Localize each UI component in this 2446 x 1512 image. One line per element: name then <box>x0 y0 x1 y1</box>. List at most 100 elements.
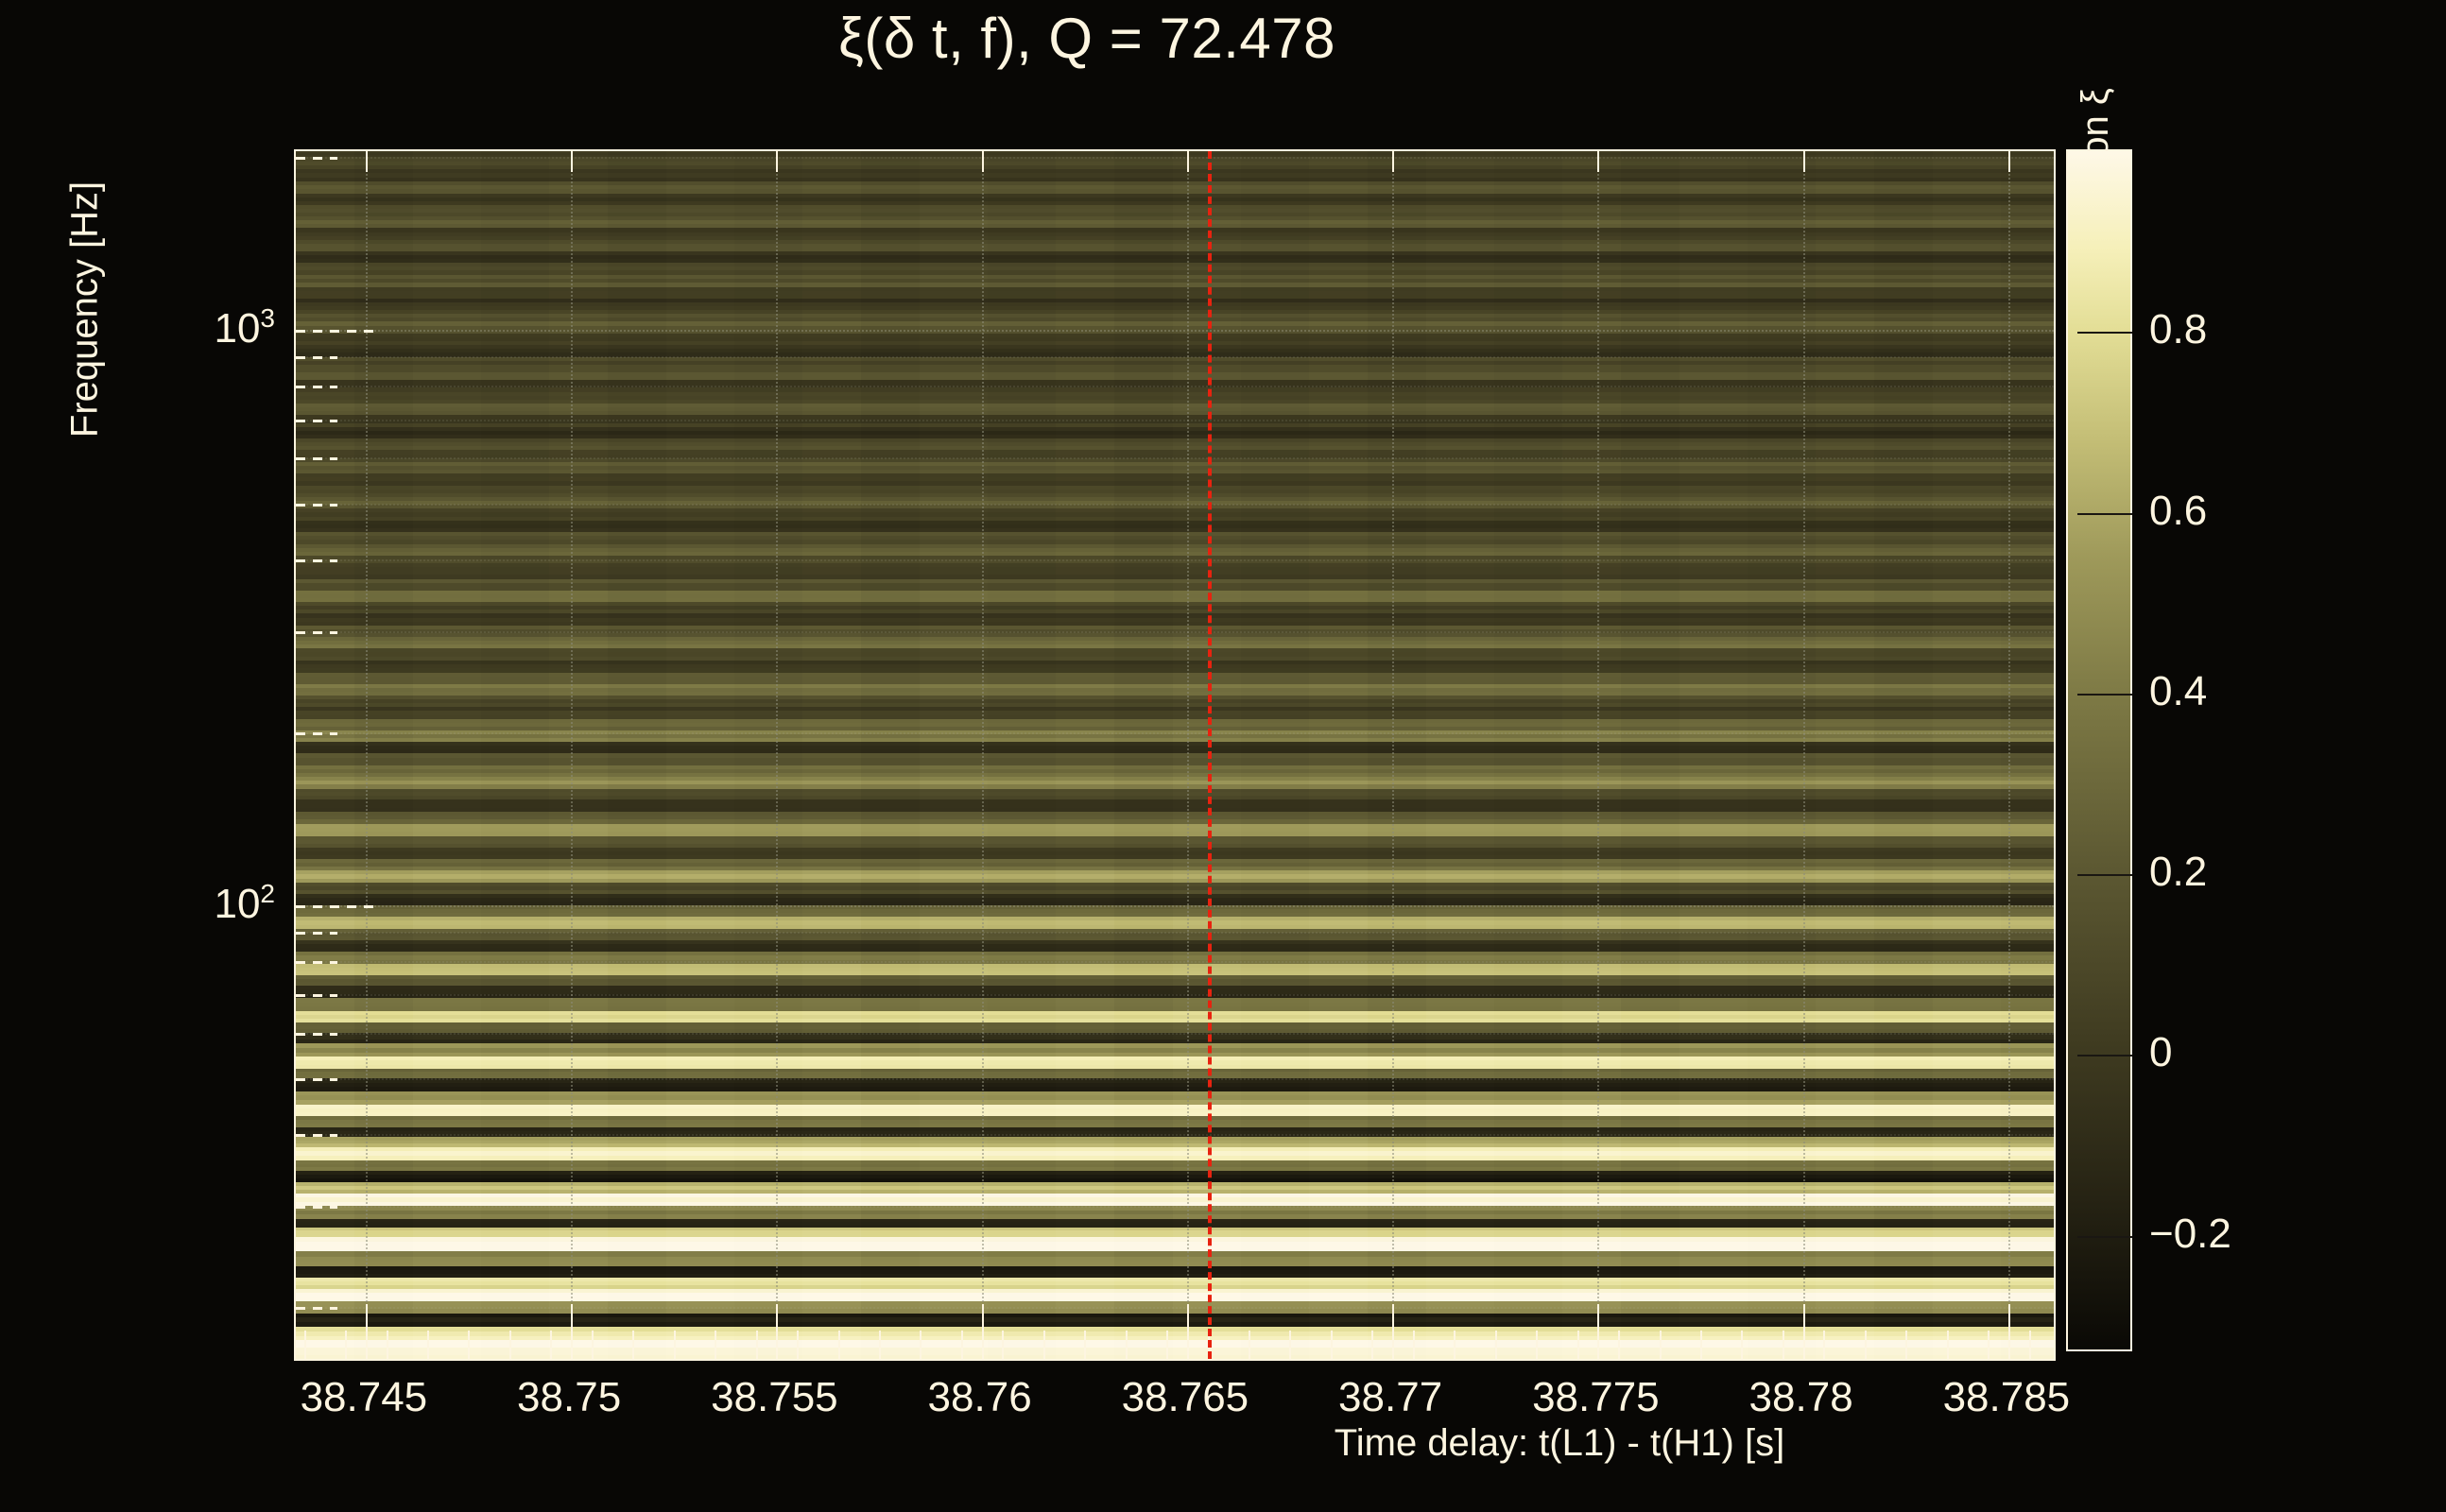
y-gridline <box>296 1133 2054 1136</box>
x-tick-top <box>1392 151 1395 172</box>
heatmap-row <box>296 792 2054 797</box>
heatmap-row <box>296 376 2054 381</box>
heatmap-row <box>296 336 2054 342</box>
heatmap-raster <box>296 151 2054 1359</box>
heatmap-row <box>296 803 2054 809</box>
x-axis-title: Time delay: t(L1) - t(H1) [s] <box>1334 1422 1785 1464</box>
x-tick-minor <box>960 1331 963 1359</box>
heatmap-row <box>296 606 2054 610</box>
heatmap-row <box>296 1115 2054 1121</box>
heatmap-row <box>296 575 2054 580</box>
colorbar-tick-label: 0 <box>2149 1029 2173 1076</box>
heatmap-row <box>296 364 2054 369</box>
x-tick-minor <box>1249 1331 1251 1359</box>
colorbar-tick <box>2077 874 2132 877</box>
heatmap-row <box>296 816 2054 821</box>
heatmap-row <box>296 1227 2054 1231</box>
x-tick-label: 38.745 <box>300 1374 428 1420</box>
heatmap-row <box>296 244 2054 249</box>
heatmap-row <box>296 177 2054 182</box>
x-tick-major <box>571 1304 574 1359</box>
heatmap-row <box>296 683 2054 689</box>
heatmap-row <box>296 1111 2054 1117</box>
heatmap-row <box>296 1043 2054 1049</box>
heatmap-row <box>296 305 2054 311</box>
heatmap-row <box>296 726 2054 731</box>
heatmap-row <box>296 679 2054 685</box>
heatmap-row <box>296 329 2054 335</box>
heatmap-row <box>296 811 2054 816</box>
heatmap-row <box>296 1104 2054 1109</box>
heatmap-row <box>296 1256 2054 1263</box>
y-gridline <box>296 1032 2054 1035</box>
heatmap-row <box>296 882 2054 887</box>
y-tick-minor <box>296 994 337 998</box>
heatmap-row <box>296 1218 2054 1223</box>
heatmap-row <box>296 629 2054 634</box>
heatmap-row <box>296 1317 2054 1323</box>
heatmap-row <box>296 1305 2054 1310</box>
heatmap-row <box>296 993 2054 999</box>
colorbar-gradient <box>2068 151 2130 1349</box>
heatmap-row <box>296 978 2054 983</box>
heatmap-row <box>296 1270 2054 1275</box>
heatmap-row <box>296 274 2054 280</box>
colorbar[interactable] <box>2066 149 2132 1351</box>
heatmap-row <box>296 1197 2054 1203</box>
y-tick-minor <box>296 419 337 422</box>
heatmap-row <box>296 567 2054 572</box>
heatmap-row <box>296 259 2054 264</box>
x-tick-top <box>1802 151 1805 172</box>
x-gridline <box>981 151 984 1359</box>
heatmap-row <box>296 466 2054 471</box>
x-tick-label: 38.765 <box>1121 1374 1249 1420</box>
y-gridline <box>296 503 2054 506</box>
heatmap-row <box>296 349 2054 354</box>
heatmap-row <box>296 788 2054 794</box>
heatmap-row <box>296 426 2054 432</box>
y-gridline <box>296 960 2054 963</box>
heatmap-row <box>296 391 2054 397</box>
heatmap-row <box>296 641 2054 645</box>
heatmap-row <box>296 266 2054 271</box>
y-gridline <box>296 1077 2054 1080</box>
x-tick-minor <box>386 1331 388 1359</box>
heatmap-row <box>296 1181 2054 1187</box>
heatmap-row <box>296 625 2054 630</box>
heatmap-row <box>296 1201 2054 1207</box>
heatmap-row <box>296 516 2054 522</box>
heatmap-row <box>296 722 2054 728</box>
heatmap-row <box>296 216 2054 222</box>
heatmap-row <box>296 633 2054 638</box>
heatmap-row <box>296 547 2054 553</box>
heatmap-row <box>296 924 2054 930</box>
x-tick-label: 38.785 <box>1942 1374 2071 1420</box>
heatmap-row <box>296 563 2054 568</box>
heatmap-row <box>296 1160 2054 1165</box>
heatmap-row <box>296 1127 2054 1132</box>
heatmap-row <box>296 485 2054 490</box>
x-tick-minor <box>878 1331 881 1359</box>
heatmap-row <box>296 395 2054 401</box>
x-tick-minor <box>2028 1331 2031 1359</box>
heatmap-row <box>296 668 2054 674</box>
heatmap-row <box>296 1091 2054 1096</box>
heatmap-row <box>296 590 2054 595</box>
heatmap-row <box>296 711 2054 716</box>
heatmap-row <box>296 737 2054 743</box>
heatmap-row <box>296 1322 2054 1328</box>
heatmap-row <box>296 193 2054 198</box>
y-gridline <box>296 558 2054 561</box>
heatmap-row <box>296 555 2054 560</box>
heatmap-plot-area[interactable] <box>294 149 2056 1361</box>
heatmap-row <box>296 610 2054 614</box>
heatmap-row <box>296 943 2054 949</box>
heatmap-row <box>296 582 2054 588</box>
y-gridline <box>296 386 2054 388</box>
heatmap-row <box>296 652 2054 658</box>
heatmap-row <box>296 1095 2054 1101</box>
heatmap-row <box>296 213 2054 218</box>
heatmap-row <box>296 422 2054 428</box>
heatmap-row <box>296 1064 2054 1070</box>
